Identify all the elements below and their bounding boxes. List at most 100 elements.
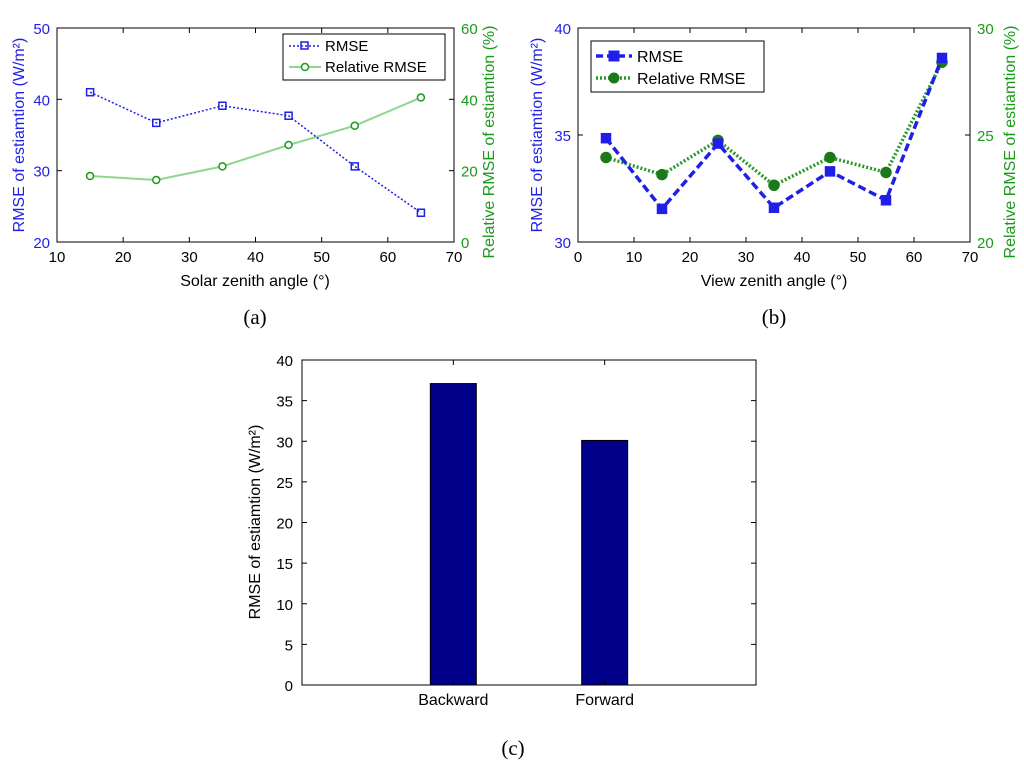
- panel-a-x-tick-label: 30: [181, 249, 198, 266]
- panel-a-y-tick-label: 30: [33, 164, 50, 181]
- panel-c-axes-box: [301, 359, 757, 686]
- panel-c-y-tick-label: 5: [285, 637, 293, 654]
- panel-a-left-axis-label: RMSE of estiamtion (W/m²): [11, 38, 28, 233]
- panel-b-x-tick-label: 70: [962, 249, 979, 266]
- panel-b-rmse-point: [768, 202, 780, 214]
- panel-a-legend-relative-marker: [300, 62, 310, 72]
- panel-c-y-tick-label: 30: [276, 434, 293, 451]
- panel-a-x-tick-label: 70: [446, 249, 463, 266]
- panel-c-y-tick-label: 10: [276, 597, 293, 614]
- panel-c-y-tick-label: 15: [276, 556, 293, 573]
- panel-a-y-tick-label: 50: [33, 21, 50, 38]
- panel-a-legend-rmse-marker: [300, 41, 309, 50]
- panel-b-legend-rmse-label: RMSE: [637, 49, 683, 66]
- panel-b-x-tick-label: 40: [794, 249, 811, 266]
- panel-b-relative-rmse-point: [768, 179, 780, 192]
- panel-b-y-tick-label: 35: [554, 128, 571, 145]
- panel-c-y-axis-label: RMSE of estiamtion (W/m²): [247, 425, 264, 620]
- panel-b-y2-tick-label: 25: [977, 128, 994, 145]
- panel-c-plot-layer: [429, 383, 629, 686]
- panel-b-legend-rmse-marker: [608, 50, 620, 62]
- panel-b-y-tick-label: 40: [554, 21, 571, 38]
- panel-c-y-tick-label: 25: [276, 475, 293, 492]
- panel-a-y-tick-label: 20: [33, 235, 50, 252]
- panel-b-x-tick-label: 50: [850, 249, 867, 266]
- panel-c-y-tick-label: 40: [276, 353, 293, 370]
- panel-c-bar: [429, 383, 477, 686]
- panel-b-rmse-point: [712, 138, 724, 149]
- panel-b-x-tick-label: 0: [574, 249, 582, 266]
- panel-a-relative-rmse-point: [218, 162, 227, 171]
- panel-b-caption: (b): [762, 305, 787, 329]
- panel-a-legend-rmse-label: RMSE: [325, 38, 368, 55]
- panel-c: 0 5 10 15 20 25 30 35 40 Backward Forward RMSE of …: [247, 353, 757, 709]
- panel-b-legend-relative-label: Relative RMSE: [637, 71, 745, 88]
- panel-b-relative-rmse-point: [824, 151, 836, 164]
- panel-b-rmse-point: [656, 203, 668, 215]
- panel-c-y-tick-label: 0: [285, 678, 293, 695]
- panel-b-x-tick-label: 60: [906, 249, 923, 266]
- panel-a-y2-tick-label: 40: [461, 92, 478, 109]
- panel-a-x-tick-label: 40: [247, 249, 264, 266]
- panel-a-x-tick-label: 60: [379, 249, 396, 266]
- panel-a-relative-rmse-point: [152, 175, 161, 185]
- panel-b-x-tick-label: 10: [626, 249, 643, 266]
- panel-c-x-tick-label: Backward: [418, 692, 488, 709]
- panel-b-rmse-point: [936, 52, 948, 64]
- panel-a-caption: (a): [243, 305, 266, 329]
- panel-c-caption: (c): [501, 736, 524, 760]
- panel-a-plot-layer: [85, 87, 426, 218]
- panel-a-y2-tick-label: 60: [461, 21, 478, 38]
- panel-c-y-tick-label: 35: [276, 394, 293, 411]
- panel-c-bar: [581, 439, 629, 686]
- panel-a-rmse-line: [89, 91, 422, 214]
- panel-a-relative-rmse-point: [416, 93, 426, 102]
- panel-b-y2-tick-label: 30: [977, 21, 994, 38]
- panel-b-legend: RMSE Relative RMSE: [590, 40, 765, 93]
- panel-a-rmse-point: [85, 87, 95, 97]
- panel-a-right-axis-label: Relative RMSE of estiamtion (%): [481, 26, 498, 259]
- panel-a-legend-box: [282, 33, 446, 81]
- panel-b-relative-rmse-point: [656, 168, 668, 181]
- panel-b-rmse-point: [824, 166, 836, 177]
- panel-a-x-tick-label: 50: [313, 249, 330, 266]
- panel-b-x-tick-label: 30: [738, 249, 755, 266]
- panel-b-right-axis-label: Relative RMSE of estiamtion (%): [1002, 26, 1019, 259]
- panel-a-x-tick-label: 10: [49, 249, 66, 266]
- panel-a-relative-rmse-point: [350, 121, 359, 130]
- panel-a-legend: RMSE Relative RMSE: [282, 33, 446, 81]
- panel-a-relative-rmse-point: [85, 171, 95, 181]
- panel-b-relative-rmse-point: [600, 151, 612, 164]
- panel-b-rmse-point: [880, 195, 892, 206]
- panel-a-x-axis-label: Solar zenith angle (°): [180, 273, 330, 290]
- panel-b-y2-tick-label: 20: [977, 235, 994, 252]
- panel-c-y-tick-label: 20: [276, 516, 293, 533]
- panel-a-y2-tick-label: 20: [461, 164, 478, 181]
- panel-b-left-axis-label: RMSE of estiamtion (W/m²): [529, 38, 546, 233]
- panel-b-x-tick-label: 20: [682, 249, 699, 266]
- panel-a-legend-relative-label: Relative RMSE: [325, 59, 427, 76]
- panel-a-x-tick-label: 20: [115, 249, 132, 266]
- panel-b-x-axis-label: View zenith angle (°): [701, 273, 848, 290]
- panel-b: 0 10 20 30 40 50 60 70 30 35 40 20 25 30 View zenith …: [529, 21, 1019, 290]
- panel-a-relative-rmse-point: [284, 140, 293, 150]
- panel-b-ticks: 0 10 20 30 40 50 60 70 30 35 40 20 25 30: [554, 21, 993, 266]
- panel-b-legend-relative-marker: [608, 72, 620, 84]
- panel-b-rmse-point: [600, 132, 612, 144]
- panel-a-y2-tick-label: 0: [461, 235, 469, 252]
- panel-c-x-tick-label: Forward: [575, 692, 634, 709]
- panel-a-rmse-point: [416, 208, 426, 218]
- panel-a-rmse-point: [284, 111, 293, 120]
- panel-a-rmse-point: [350, 162, 359, 171]
- panel-a-rmse-point: [218, 101, 227, 111]
- panel-b-y-tick-label: 30: [554, 235, 571, 252]
- panel-b-legend-box: [590, 40, 765, 93]
- panel-a-rmse-point: [152, 118, 161, 128]
- panel-b-plot-layer: [600, 52, 948, 215]
- panel-a-relative-rmse-line: [90, 96, 422, 181]
- panel-c-ticks: 0 5 10 15 20 25 30 35 40 Backward Forward: [276, 353, 756, 709]
- panel-b-relative-rmse-point: [880, 166, 892, 179]
